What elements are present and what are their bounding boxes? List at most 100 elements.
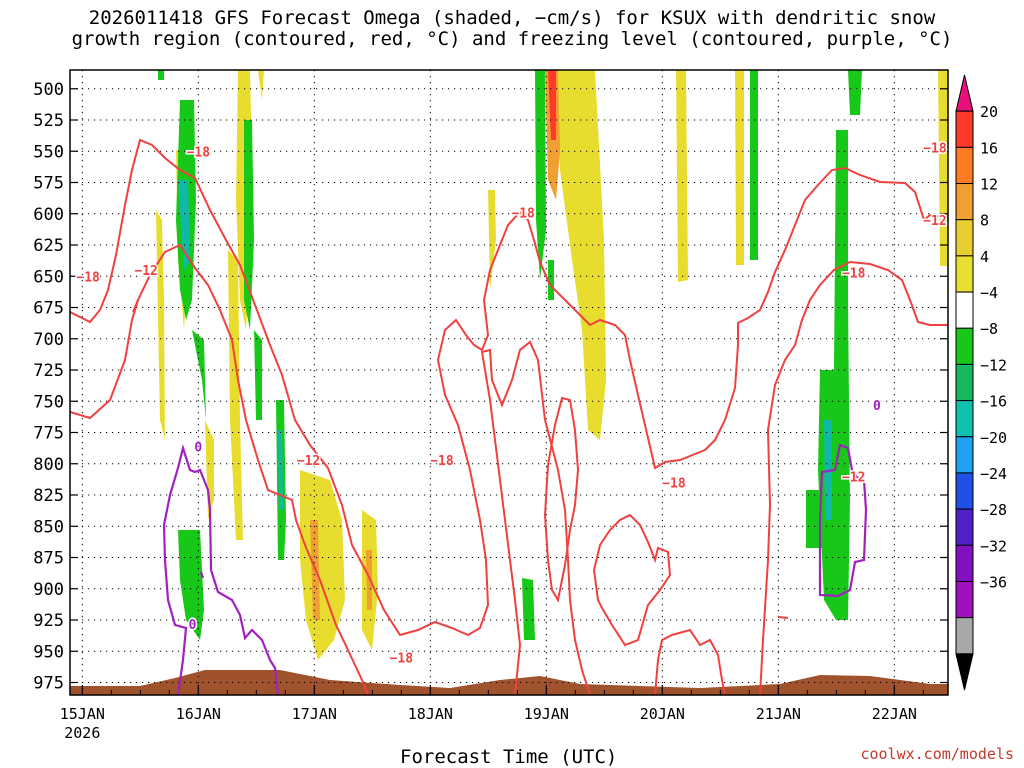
y-tick-label: 700 [33,330,64,350]
x-tick-label: 16JAN [176,705,221,723]
y-tick-label: 900 [33,580,64,600]
y-tick-label: 725 [33,361,64,381]
colorbar-tick-label: −8 [980,320,998,338]
colorbar-swatch [955,472,974,510]
gridlines [70,70,948,695]
x-tick-label: 15JAN [60,705,105,723]
x-tick-label: 20JAN [640,705,685,723]
x-year-label: 2026 [64,724,100,742]
contour-minus18-west [70,138,948,637]
dendritic-contour-label: −18 [390,652,414,667]
colorbar-tick-label: −28 [980,501,1007,519]
colorbar-swatch [955,327,974,365]
colorbar-tick-label: 20 [980,103,998,121]
freezing-contour-mark [199,571,205,579]
contour-minus18-loop3 [592,513,672,647]
contour-minus12-west [70,243,369,695]
y-tick-label: 975 [33,674,64,694]
colorbar-tick-label: 4 [980,248,989,266]
freezing-contour-label: 0 [873,399,881,414]
chart-title: 2026011418 GFS Forecast Omega (shaded, −… [0,8,1024,50]
colorbar-tick-label: 12 [980,176,998,194]
freezing-contour-west [162,443,280,695]
colorbar-tick-label: 16 [980,139,998,157]
contour-labels: −18 −12 −18 −12 −18 −18 −18 −18 −18 −12 −18 −12 0 0 0 [75,140,948,668]
dendritic-contour-label: −12 [842,470,865,485]
y-tick-label: 600 [33,205,64,225]
contour-minus18-loop1 [480,340,591,695]
x-tick-label: 17JAN [292,705,337,723]
dendritic-contour-label: −12 [297,454,320,469]
dendritic-contour-label: −18 [662,477,686,492]
y-tick-label: 875 [33,549,64,569]
dendritic-contour-label: −12 [134,264,157,279]
colorbar-swatch [955,508,974,546]
y-tick-label: 925 [33,611,64,631]
colorbar-swatch [955,183,974,221]
dendritic-contour-label: −18 [842,267,866,282]
colorbar-tick-label: −20 [980,429,1007,447]
y-tick-label: 650 [33,267,64,287]
x-tick-label: 18JAN [408,705,453,723]
x-tick-label: 21JAN [756,705,801,723]
y-tick-label: 575 [33,174,64,194]
y-tick-label: 625 [33,236,64,256]
y-tick-label: 775 [33,424,64,444]
colorbar-tick-label: −24 [980,465,1007,483]
colorbar-tick-label: −36 [980,573,1007,591]
x-tick-label: 22JAN [872,705,917,723]
y-tick-label: 500 [33,80,64,100]
freezing-contour-east [818,443,868,598]
title-line-1: 2026011418 GFS Forecast Omega (shaded, −… [88,7,936,29]
contour-minus18-loop4 [654,628,726,695]
colorbar-top-arrow [955,74,974,112]
dendritic-contours [70,138,948,695]
colorbar-swatch [955,219,974,257]
contour-minus12-tip [132,299,139,313]
y-axis-labels: 500 525 550 575 600 625 650 675 700 725 750 775 800 8… [33,80,64,694]
colorbar-swatch [955,110,974,148]
contour-minus12-small [777,616,789,619]
y-tick-label: 850 [33,517,64,537]
dendritic-contour-label: −18 [430,454,454,469]
colorbar-swatch [955,291,974,329]
x-axis-labels: 15JAN 16JAN 17JAN 18JAN 19JAN 20JAN 21JAN 22JAN… [60,705,917,742]
credit-text: coolwx.com/models [860,745,1014,763]
dendritic-contour-label: −18 [76,270,100,285]
colorbar-tick-label: −4 [980,284,998,302]
title-line-2: growth region (contoured, red, °C) and f… [71,28,953,50]
colorbar-tick-label: −32 [980,537,1007,555]
omega-upward-16-20-shading [548,70,556,140]
colorbar-swatch [955,436,974,474]
y-tick-label: 750 [33,392,64,412]
freezing-contour-label: 0 [194,440,202,455]
colorbar-swatch [955,617,974,655]
omega-upward-8-16-shading [310,70,560,620]
colorbar-swatch [955,363,974,402]
colorbar-tick-label: −16 [980,393,1007,411]
y-tick-label: 675 [33,299,64,319]
freezing-contour-label: 0 [189,618,197,633]
x-axis-title: Forecast Time (UTC) [400,746,618,768]
contour-minus12-east [759,260,948,695]
colorbar-bottom-arrow [955,653,974,691]
omega-shading-layer [156,70,948,660]
colorbar-tick-label: 8 [980,212,989,230]
y-tick-label: 550 [33,142,64,162]
colorbar-swatch [955,400,974,438]
x-tick-label: 19JAN [524,705,569,723]
colorbar-swatch [955,544,974,582]
colorbar: 20 16 12 8 4 −4 −8 −12 −16 −20 −24 −28 −32 −36 [955,74,1007,691]
y-tick-label: 950 [33,642,64,662]
colorbar-swatch [955,146,974,185]
dendritic-contour-label: −18 [511,207,535,222]
contour-minus18-loop2 [543,396,580,603]
colorbar-tick-label: −12 [980,356,1007,374]
dendritic-contour-label: −18 [923,142,947,157]
colorbar-swatch [955,580,974,619]
dendritic-contour-label: −12 [923,214,946,229]
y-tick-label: 825 [33,486,64,506]
freezing-level-contours [162,443,868,695]
dendritic-contour-label: −18 [187,145,211,160]
plot-frame [69,69,949,696]
